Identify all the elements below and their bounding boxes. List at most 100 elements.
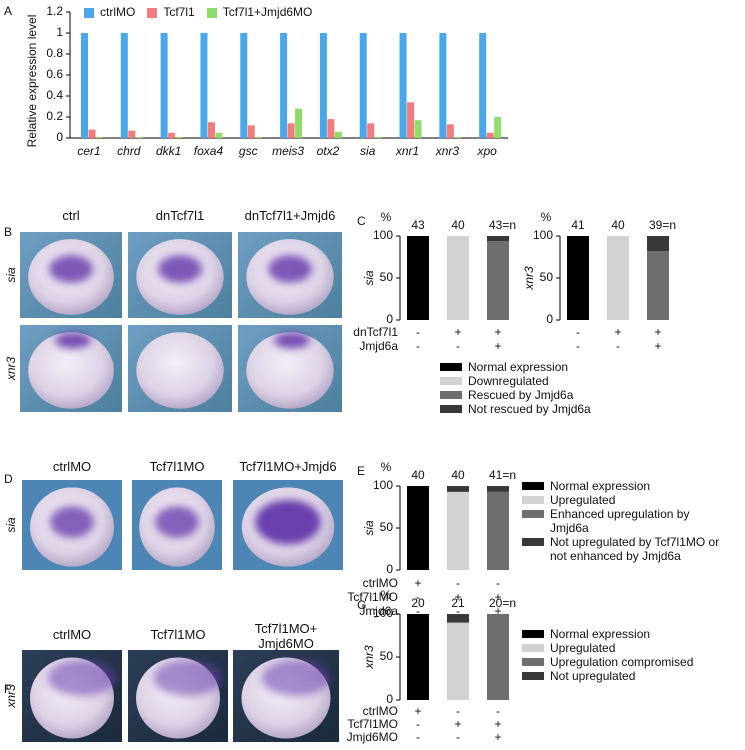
legend-item: Not rescued by Jmjd6a bbox=[440, 402, 648, 416]
bar-segment bbox=[647, 236, 669, 252]
y-tick-label: 0 bbox=[386, 312, 393, 326]
y-tick-label: 1 bbox=[56, 25, 63, 39]
bar bbox=[240, 33, 248, 138]
n-label: 20 bbox=[411, 596, 425, 610]
column-label: Tcf7l1MO bbox=[150, 627, 206, 642]
bar-segment bbox=[447, 622, 469, 700]
legend-label: Not upregulated by Tcf7l1MO or not enhan… bbox=[550, 535, 720, 563]
panel-label: A bbox=[4, 4, 12, 18]
stain bbox=[55, 332, 91, 349]
bar bbox=[439, 33, 447, 138]
legend-swatch bbox=[522, 482, 544, 490]
legend: ctrlMO Tcf7l1 Tcf7l1+Jmjd6MO bbox=[84, 5, 324, 19]
bar bbox=[414, 120, 422, 138]
n-label: 21 bbox=[451, 596, 465, 610]
legend-swatch bbox=[440, 405, 462, 413]
bar bbox=[280, 33, 288, 138]
legend-label: Downregulated bbox=[468, 374, 549, 388]
row-sign: + bbox=[654, 325, 661, 339]
bar-segment bbox=[447, 614, 469, 623]
bar-segment bbox=[567, 236, 589, 320]
x-tick-label: otx2 bbox=[317, 144, 340, 158]
legend-label: Normal expression bbox=[550, 479, 651, 493]
row-label: sia bbox=[4, 267, 18, 283]
n-label: 40 bbox=[451, 468, 465, 482]
bar-segment bbox=[607, 236, 629, 320]
legend-item: Upregulation compromised bbox=[522, 655, 730, 669]
legend-swatch bbox=[522, 496, 544, 504]
row-sign: - bbox=[416, 604, 420, 618]
y-tick-label: 100 bbox=[373, 478, 393, 492]
row-sign: - bbox=[576, 325, 580, 339]
bar bbox=[287, 123, 295, 138]
legend-label: Normal expression bbox=[468, 360, 569, 374]
legend-swatch bbox=[522, 510, 544, 518]
legend-swatch bbox=[522, 644, 544, 652]
bar bbox=[494, 117, 502, 138]
legend-label: Not upregulated bbox=[550, 669, 636, 683]
row-label: xnr3 bbox=[4, 684, 18, 709]
stain bbox=[158, 255, 202, 283]
legend-label: Tcf7l1 bbox=[163, 5, 195, 19]
bar bbox=[367, 123, 375, 138]
legend-swatch bbox=[440, 363, 462, 371]
row-sign: + bbox=[494, 730, 501, 744]
legend-label: Tcf7l1+Jmjd6MO bbox=[222, 5, 313, 19]
x-tick-label: foxa4 bbox=[194, 144, 224, 158]
bar bbox=[374, 136, 382, 138]
row-sign: - bbox=[456, 339, 460, 353]
unit-label: % bbox=[541, 210, 552, 224]
bar bbox=[215, 132, 223, 138]
legend-item: Tcf7l1 bbox=[147, 5, 195, 19]
legend-swatch bbox=[522, 672, 544, 680]
row-label: Tcf7l1MO bbox=[347, 717, 398, 731]
y-axis-label: sia bbox=[362, 520, 376, 536]
column-label: Tcf7l1MO+ Jmjd6MO bbox=[254, 621, 318, 651]
legend-swatch bbox=[147, 8, 158, 18]
row-sign: + bbox=[494, 590, 501, 604]
bar bbox=[135, 136, 143, 138]
bar-segment bbox=[447, 491, 469, 570]
panel-label: B bbox=[4, 225, 12, 239]
y-axis-label: Relative expression level bbox=[25, 15, 39, 148]
bar bbox=[407, 102, 415, 138]
bar bbox=[160, 33, 168, 138]
panel-label: D bbox=[4, 472, 13, 486]
legend-item: Rescued by Jmjd6a bbox=[440, 388, 648, 402]
row-sign: - bbox=[496, 704, 500, 718]
row-label: ctrlMO bbox=[363, 576, 398, 590]
x-tick-label: sia bbox=[360, 144, 376, 158]
column-label: Tcf7l1MO+Jmjd6 bbox=[239, 459, 337, 474]
legend-label: Upregulated bbox=[550, 493, 616, 507]
x-tick-label: gsc bbox=[239, 144, 258, 158]
row-sign: - bbox=[456, 704, 460, 718]
row-sign: - bbox=[576, 339, 580, 353]
legend-item: Not upregulated bbox=[522, 669, 730, 683]
stain bbox=[154, 660, 222, 696]
unit-label: % bbox=[381, 588, 392, 602]
row-sign: + bbox=[494, 717, 501, 731]
bar bbox=[200, 33, 208, 138]
y-tick-label: 0.2 bbox=[46, 109, 63, 123]
unit-label: % bbox=[381, 460, 392, 474]
bar-segment bbox=[447, 486, 469, 492]
n-label: 41 bbox=[571, 218, 585, 232]
bar bbox=[454, 136, 462, 138]
bar-segment bbox=[487, 491, 509, 570]
n-label: 40 bbox=[611, 218, 625, 232]
row-sign: - bbox=[496, 576, 500, 590]
x-tick-label: meis3 bbox=[272, 144, 304, 158]
bar-segment bbox=[447, 236, 469, 320]
panel-label: F bbox=[4, 682, 11, 696]
bar-segment bbox=[647, 251, 669, 320]
unit-label: % bbox=[381, 210, 392, 224]
row-sign: - bbox=[616, 339, 620, 353]
bar-segment bbox=[407, 486, 429, 570]
legend-swatch bbox=[522, 630, 544, 638]
row-sign: - bbox=[416, 717, 420, 731]
panel-label: G bbox=[357, 598, 366, 612]
legend-swatch bbox=[84, 8, 94, 18]
bar bbox=[81, 33, 88, 138]
row-sign: - bbox=[456, 576, 460, 590]
bar-segment bbox=[487, 241, 509, 320]
